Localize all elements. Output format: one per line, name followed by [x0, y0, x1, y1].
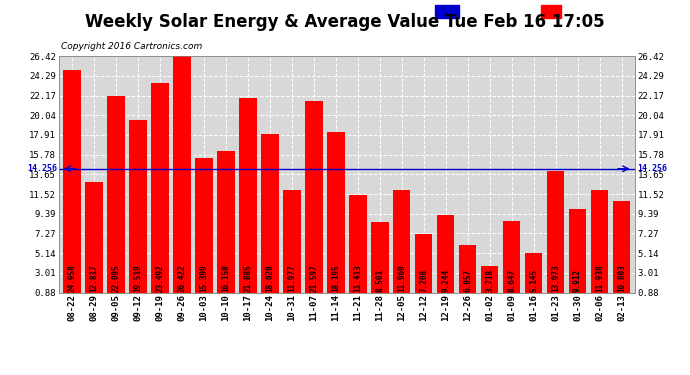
Bar	[327, 132, 344, 301]
Text: 16.150: 16.150	[221, 264, 230, 292]
Text: Copyright 2016 Cartronics.com: Copyright 2016 Cartronics.com	[61, 42, 202, 51]
Bar	[349, 195, 366, 301]
Text: 13.973: 13.973	[551, 264, 560, 292]
Bar	[437, 215, 455, 301]
Text: 7.208: 7.208	[420, 269, 428, 292]
Text: 18.020: 18.020	[265, 264, 274, 292]
Bar	[525, 253, 542, 301]
Text: 3.718: 3.718	[485, 269, 494, 292]
Text: Daily   ($): Daily ($)	[565, 7, 624, 16]
Text: 11.969: 11.969	[397, 264, 406, 292]
Bar	[542, 5, 562, 18]
Bar	[435, 5, 460, 18]
Bar	[371, 222, 388, 301]
Bar	[393, 190, 411, 301]
Bar	[613, 201, 631, 301]
Bar	[173, 56, 190, 301]
Bar	[63, 70, 81, 301]
Text: 9.244: 9.244	[441, 269, 450, 292]
Text: 14.256: 14.256	[28, 164, 57, 173]
Bar	[547, 171, 564, 301]
Bar	[261, 134, 279, 301]
Bar	[239, 98, 257, 301]
Text: 21.597: 21.597	[309, 264, 318, 292]
Text: 6.057: 6.057	[463, 269, 472, 292]
Text: Average  ($): Average ($)	[463, 7, 528, 16]
Bar	[591, 190, 609, 301]
Text: 14.256: 14.256	[637, 164, 667, 173]
Bar	[415, 234, 433, 301]
Bar	[85, 182, 103, 301]
Bar	[283, 190, 301, 301]
Bar	[305, 101, 322, 301]
Bar	[151, 83, 168, 301]
Text: 5.145: 5.145	[529, 269, 538, 292]
Bar	[107, 96, 125, 301]
Bar	[459, 244, 477, 301]
Text: 19.519: 19.519	[133, 264, 142, 292]
Text: 8.647: 8.647	[507, 269, 516, 292]
Text: 21.885: 21.885	[244, 264, 253, 292]
Bar	[481, 266, 498, 301]
Text: 24.958: 24.958	[68, 264, 77, 292]
Text: 12.817: 12.817	[89, 264, 99, 292]
Text: 11.413: 11.413	[353, 264, 362, 292]
Text: 18.195: 18.195	[331, 264, 340, 292]
Text: 23.492: 23.492	[155, 264, 164, 292]
Text: 26.422: 26.422	[177, 264, 186, 292]
Bar	[217, 151, 235, 301]
Bar	[569, 209, 586, 301]
Bar	[503, 220, 520, 301]
Text: 22.095: 22.095	[111, 264, 120, 292]
Bar	[129, 120, 146, 301]
Text: 10.803: 10.803	[617, 264, 626, 292]
Text: 9.912: 9.912	[573, 269, 582, 292]
Text: 11.938: 11.938	[595, 264, 604, 292]
Text: 8.501: 8.501	[375, 269, 384, 292]
Text: 11.977: 11.977	[287, 264, 296, 292]
Bar	[195, 158, 213, 301]
Text: Weekly Solar Energy & Average Value Tue Feb 16 17:05: Weekly Solar Energy & Average Value Tue …	[85, 13, 605, 31]
Text: 15.399: 15.399	[199, 264, 208, 292]
